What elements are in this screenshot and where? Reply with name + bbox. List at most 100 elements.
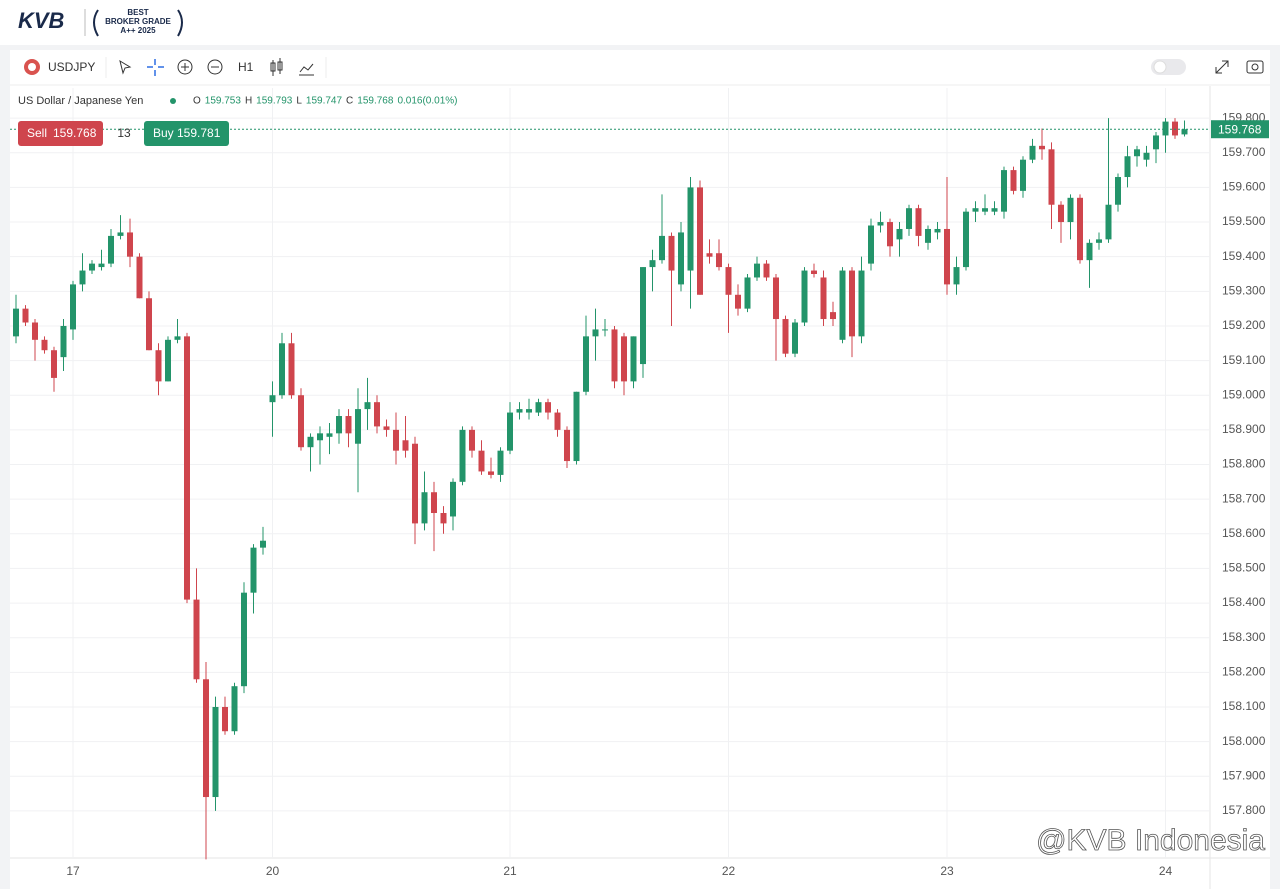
zoom-in [181, 63, 189, 71]
candle-body [98, 263, 105, 268]
candle-body [393, 429, 399, 451]
zoom-out[interactable] [207, 59, 223, 75]
screenshot [1251, 63, 1259, 71]
logo: KVB [18, 8, 65, 33]
candle-body [801, 270, 808, 323]
candle-body [1067, 197, 1074, 223]
timeframe[interactable]: H1 [238, 60, 254, 74]
sell-label: Sell [27, 126, 47, 140]
buy-label: Buy [153, 126, 174, 140]
toggle-knob [1153, 60, 1167, 74]
candle-body [51, 350, 57, 378]
candle-body [241, 592, 247, 687]
candle-body [877, 222, 884, 226]
candle-body [925, 228, 931, 243]
candle-body [421, 492, 428, 524]
y-tick-label: 158.300 [1222, 630, 1266, 644]
candle-body [991, 208, 998, 212]
candle-body [412, 443, 418, 524]
cursor-tool[interactable] [119, 59, 132, 75]
candle-body [136, 256, 143, 299]
candle-body [402, 440, 409, 451]
buy-button[interactable] [144, 121, 229, 146]
candle-body [564, 429, 570, 462]
candle-body [1153, 135, 1159, 150]
candle-body [934, 228, 941, 233]
ohlc-value: 159.747 [306, 96, 343, 107]
indicators[interactable] [299, 63, 314, 76]
candle-body [887, 222, 893, 247]
candle-body [345, 416, 352, 434]
candle-body [89, 263, 95, 271]
x-tick-label: 20 [266, 864, 280, 878]
candle-body [146, 298, 152, 351]
candle-body [431, 492, 437, 514]
candle-body [687, 187, 694, 271]
candle-body [1058, 204, 1064, 223]
candle-body [554, 412, 561, 430]
candle-body [573, 391, 580, 462]
candle-body [165, 339, 171, 382]
ohlc-letter: O [193, 96, 201, 107]
candle-body [203, 679, 209, 798]
y-tick-label: 159.700 [1222, 145, 1266, 159]
candle-body [915, 208, 922, 236]
candle-body [896, 228, 903, 240]
candle-body [450, 481, 456, 517]
candle-body [1086, 242, 1093, 261]
candle-body [649, 260, 656, 268]
candle-body [611, 329, 618, 382]
candle-body [70, 284, 76, 330]
candle-body [222, 706, 228, 732]
ohlc-info: O 159.753 H 159.793 L 159.747 C 159.768 0.016(0.… [193, 96, 457, 107]
top-bar [0, 0, 1280, 45]
candle-body [364, 402, 371, 410]
spread: 13 [117, 126, 131, 140]
candle-body [32, 322, 38, 340]
candle-body [659, 235, 665, 261]
candle-body [250, 547, 257, 593]
badge-text: BEST [127, 8, 148, 17]
candle-body [212, 706, 219, 798]
candle-body [1124, 156, 1131, 178]
candle-body [1077, 197, 1083, 261]
candle-body [440, 513, 447, 524]
sell-button[interactable] [18, 121, 103, 146]
candle-body [773, 277, 779, 320]
candle-body [1001, 170, 1007, 212]
symbol[interactable]: USDJPY [48, 60, 95, 74]
candle-body [459, 429, 466, 482]
candle-body [725, 267, 732, 295]
candle-body [193, 599, 200, 680]
y-tick-label: 157.900 [1222, 768, 1266, 782]
sell-price: 159.768 [53, 126, 97, 140]
crosshair-tool[interactable] [147, 59, 164, 76]
chart-type[interactable] [270, 58, 283, 76]
candle-body [307, 436, 314, 448]
y-tick-label: 158.100 [1222, 699, 1266, 713]
ohlc-letter: H [245, 96, 252, 107]
candle-body [1172, 121, 1178, 136]
last-price-tag [1211, 120, 1269, 139]
candle-body [174, 336, 181, 340]
x-tick-label: 23 [940, 864, 954, 878]
candle-body [1039, 145, 1045, 150]
candle-body [184, 336, 190, 600]
x-tick-label: 17 [66, 864, 80, 878]
candle-body [497, 450, 504, 475]
candle-body [782, 319, 789, 354]
zoom-in[interactable] [177, 59, 193, 75]
change: 0.016(0.01%) [397, 96, 457, 107]
fullscreen[interactable] [1215, 60, 1229, 74]
candle-body [13, 308, 19, 337]
badge-text: BROKER GRADE [105, 17, 171, 26]
candle-body [79, 270, 86, 285]
candle-body [526, 409, 532, 413]
candle-body [1115, 177, 1121, 205]
screenshot[interactable] [1246, 60, 1264, 74]
candle-body [279, 343, 285, 396]
candle-body [469, 429, 475, 451]
candle-body [982, 208, 988, 212]
x-tick-label: 22 [722, 864, 736, 878]
y-tick-label: 159.300 [1222, 283, 1266, 297]
